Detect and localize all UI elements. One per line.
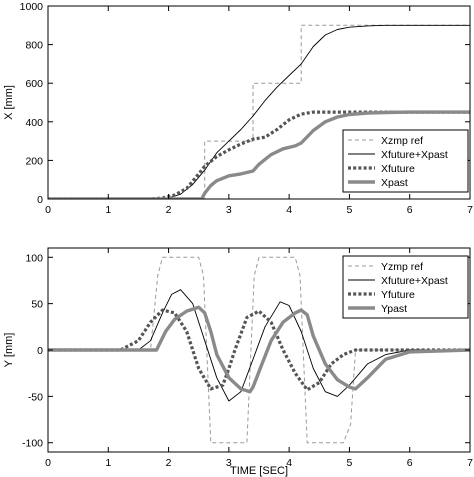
series-line-xfuture-xpast xyxy=(48,289,470,402)
x-tick-label: 5 xyxy=(347,457,353,469)
x-tick-label: 6 xyxy=(407,204,413,216)
y-position-panel: 0 1 2 3 4 5 6 7 -100 -50 0 50 100 Y [mm] TIME [SEC] Yzm… xyxy=(3,247,473,477)
legend-entry-label: Xfuture xyxy=(381,163,415,175)
series-line-xfuture xyxy=(48,110,470,199)
x-tick-label: 7 xyxy=(467,457,473,469)
y-tick-label: 100 xyxy=(25,252,43,264)
legend: Yzmp ref Xfuture+Xpast Yfuture Ypast xyxy=(342,255,469,319)
x-tick-label: 2 xyxy=(166,457,172,469)
y-axis-label: X [mm] xyxy=(3,85,15,120)
x-tick-label: 0 xyxy=(45,457,51,469)
y-axis-label: Y [mm] xyxy=(3,333,15,368)
x-tick-label: 4 xyxy=(286,204,292,216)
y-tick-label: 0 xyxy=(37,194,43,206)
x-tick-label: 4 xyxy=(286,457,292,469)
y-tick-label: 0 xyxy=(37,345,43,357)
y-tick-label: 1000 xyxy=(20,1,44,13)
legend-entry-label: Xzmp ref xyxy=(381,135,423,147)
x-axis-label: TIME [SEC] xyxy=(230,465,288,477)
legend-entry-label: Xpast xyxy=(381,177,408,189)
x-tick-label: 0 xyxy=(45,204,51,216)
legend-entry-label: Xfuture+Xpast xyxy=(381,149,448,161)
x-tick-label: 3 xyxy=(226,204,232,216)
legend: Xzmp ref Xfuture+Xpast Xfuture Xpast xyxy=(342,129,469,193)
x-tick-label: 7 xyxy=(467,204,473,216)
y-tick-label: 50 xyxy=(31,299,43,311)
x-tick-label: 1 xyxy=(105,204,111,216)
series-line-yfuture xyxy=(48,308,470,392)
x-tick-label: 1 xyxy=(105,457,111,469)
x-tick-label: 2 xyxy=(166,204,172,216)
x-tick-label: 3 xyxy=(226,457,232,469)
y-tick-label: 600 xyxy=(25,78,43,90)
legend-entry-label: Yzmp ref xyxy=(381,261,423,273)
legend-entry-label: Ypast xyxy=(381,303,407,315)
series-line-yzmp-ref xyxy=(48,256,470,444)
series-line-ypast xyxy=(48,305,470,394)
series-line-xfuture-xpast xyxy=(48,24,470,199)
x-tick-label: 5 xyxy=(347,204,353,216)
x-tick-label: 6 xyxy=(407,457,413,469)
y-tick-label: 800 xyxy=(25,40,43,52)
plot-frame xyxy=(47,5,471,200)
legend-entry-label: Xfuture+Xpast xyxy=(381,275,448,287)
y-tick-label: 400 xyxy=(25,117,43,129)
y-tick-label: -50 xyxy=(28,391,43,403)
y-tick-label: 200 xyxy=(25,155,43,167)
legend-entry-label: Yfuture xyxy=(381,289,415,301)
series-line-xpast xyxy=(48,110,470,199)
y-tick-label: -100 xyxy=(22,438,43,450)
